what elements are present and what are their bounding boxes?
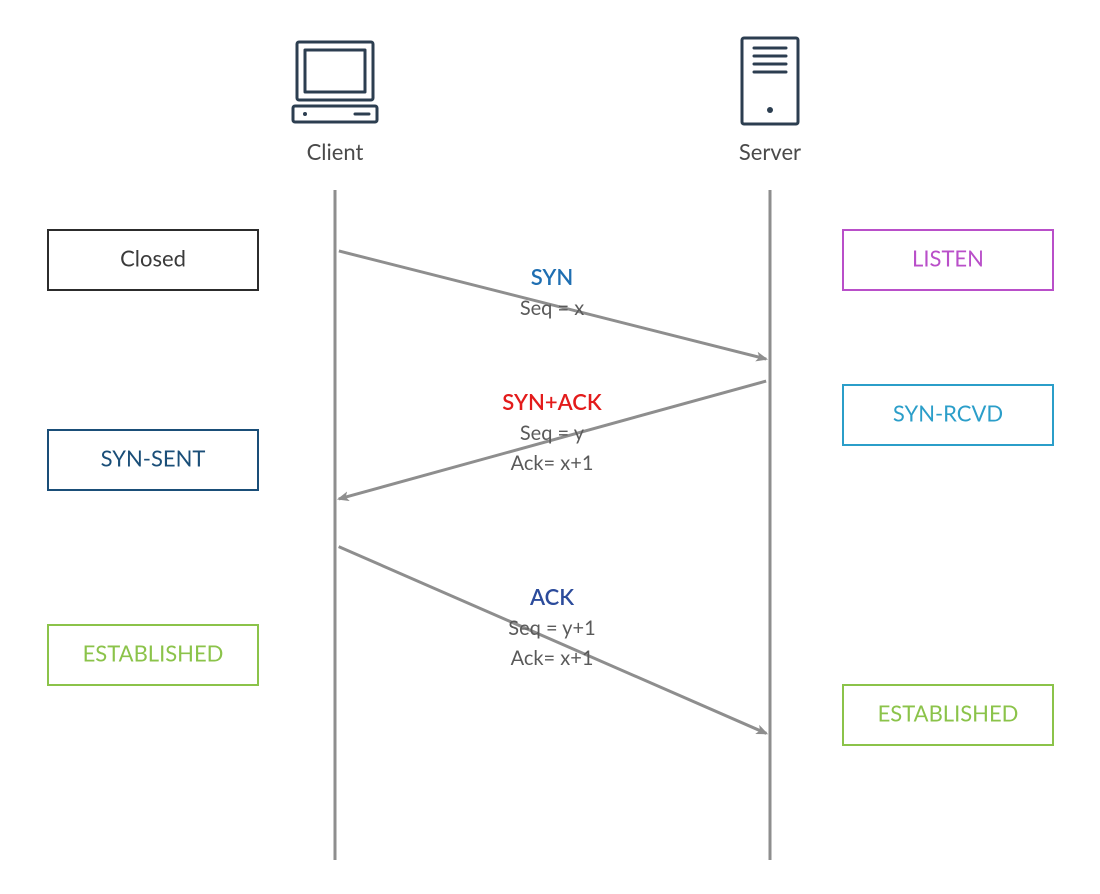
server-icon xyxy=(742,38,798,124)
client-state-established-label: ESTABLISHED xyxy=(83,640,224,667)
client-label: Client xyxy=(307,138,364,165)
msg-syn-title: SYN xyxy=(531,263,574,290)
arrow-ack xyxy=(339,547,767,734)
msg-synack-line-1: Ack= x+1 xyxy=(511,451,594,475)
client-state-syn_sent-label: SYN-SENT xyxy=(101,445,206,472)
msg-ack-line-1: Ack= x+1 xyxy=(511,646,594,670)
server-label: Server xyxy=(739,138,801,165)
server-state-listen-label: LISTEN xyxy=(912,245,984,272)
msg-syn-line-0: Seq = x xyxy=(520,296,584,320)
msg-ack-line-0: Seq = y+1 xyxy=(508,616,595,640)
server-state-syn_rcvd-label: SYN-RCVD xyxy=(893,400,1003,427)
client-icon xyxy=(293,42,377,122)
server-state-established-label: ESTABLISHED xyxy=(878,700,1019,727)
msg-synack-title: SYN+ACK xyxy=(502,388,602,415)
tcp-handshake-diagram: Client Server Closed SYN-SENT ESTABLISHED LIS… xyxy=(0,0,1100,894)
msg-synack-line-0: Seq = y xyxy=(520,421,585,445)
msg-ack-title: ACK xyxy=(529,583,574,610)
client-state-closed-label: Closed xyxy=(120,245,186,272)
